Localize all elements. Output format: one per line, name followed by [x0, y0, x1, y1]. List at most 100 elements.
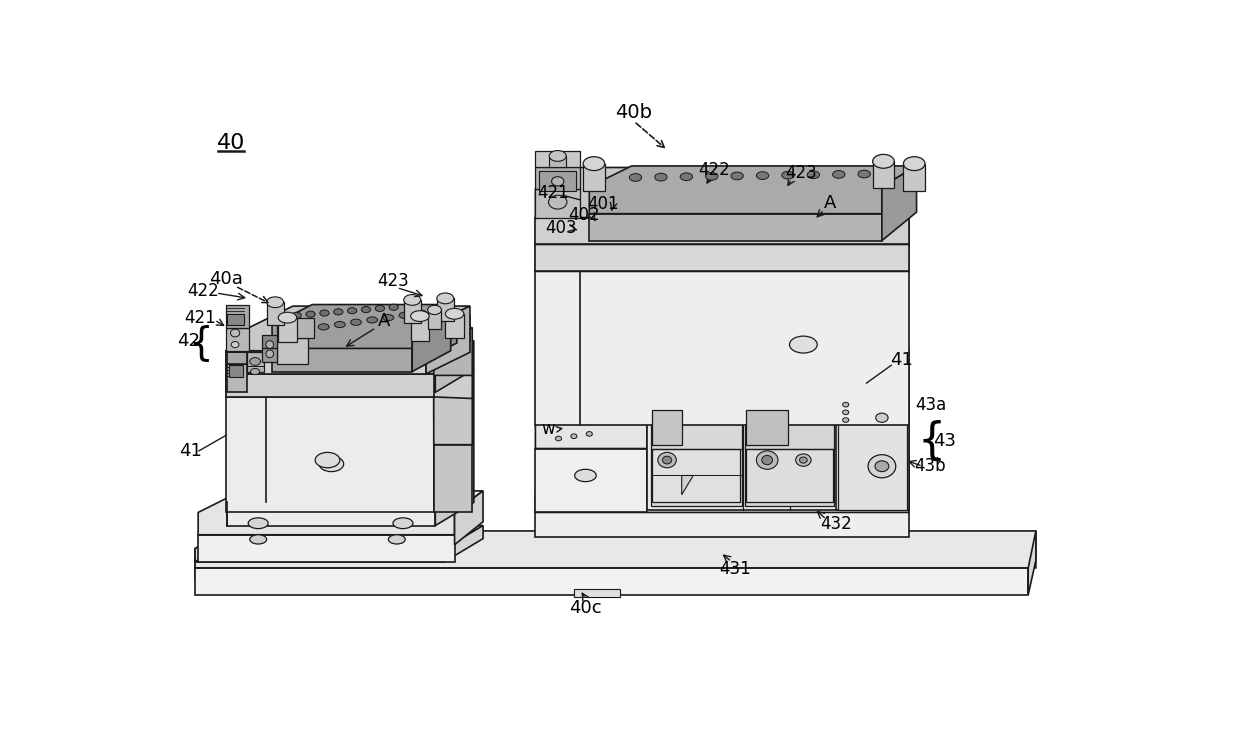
Ellipse shape: [756, 172, 769, 179]
Text: 40b: 40b: [615, 103, 652, 121]
Polygon shape: [198, 535, 455, 562]
Polygon shape: [227, 352, 247, 364]
Ellipse shape: [807, 171, 820, 179]
Polygon shape: [278, 318, 456, 339]
Ellipse shape: [265, 350, 274, 357]
Polygon shape: [589, 213, 882, 241]
Polygon shape: [539, 171, 577, 191]
Ellipse shape: [875, 413, 888, 422]
Polygon shape: [278, 317, 296, 342]
Polygon shape: [746, 449, 832, 502]
Polygon shape: [412, 305, 450, 372]
Polygon shape: [278, 339, 309, 364]
Ellipse shape: [548, 195, 567, 209]
Ellipse shape: [706, 173, 718, 180]
Ellipse shape: [583, 157, 605, 170]
Ellipse shape: [436, 293, 454, 304]
Polygon shape: [583, 164, 605, 191]
Ellipse shape: [393, 518, 413, 529]
Polygon shape: [536, 197, 909, 244]
Polygon shape: [574, 590, 620, 597]
Ellipse shape: [843, 418, 849, 422]
Ellipse shape: [320, 310, 329, 316]
Polygon shape: [434, 351, 472, 421]
Polygon shape: [195, 526, 233, 562]
Polygon shape: [647, 403, 686, 469]
Polygon shape: [226, 374, 434, 397]
Ellipse shape: [399, 312, 410, 318]
Ellipse shape: [293, 312, 301, 318]
Ellipse shape: [800, 457, 807, 463]
Ellipse shape: [630, 173, 641, 182]
Ellipse shape: [761, 455, 773, 464]
Polygon shape: [435, 369, 474, 526]
Polygon shape: [229, 366, 243, 377]
Polygon shape: [195, 526, 484, 549]
Ellipse shape: [231, 329, 239, 337]
Polygon shape: [227, 392, 435, 526]
Ellipse shape: [335, 321, 345, 328]
Polygon shape: [262, 336, 278, 348]
Text: 421: 421: [185, 308, 216, 326]
Text: 43: 43: [934, 432, 956, 450]
Ellipse shape: [873, 155, 894, 168]
Text: A: A: [825, 194, 837, 212]
Polygon shape: [444, 526, 484, 562]
Polygon shape: [227, 341, 474, 364]
Polygon shape: [745, 403, 835, 506]
Ellipse shape: [556, 437, 562, 441]
Polygon shape: [536, 403, 686, 449]
Polygon shape: [410, 316, 429, 341]
Polygon shape: [536, 223, 580, 268]
Ellipse shape: [570, 434, 577, 439]
Polygon shape: [873, 161, 894, 188]
Ellipse shape: [231, 342, 239, 348]
Polygon shape: [647, 394, 909, 510]
Polygon shape: [536, 189, 580, 218]
Ellipse shape: [552, 176, 564, 186]
Polygon shape: [536, 513, 909, 537]
Polygon shape: [226, 328, 249, 351]
Ellipse shape: [376, 305, 384, 311]
Text: 40: 40: [217, 133, 246, 153]
Polygon shape: [536, 151, 580, 167]
Ellipse shape: [858, 170, 870, 178]
Polygon shape: [427, 306, 470, 374]
Polygon shape: [420, 318, 456, 361]
Ellipse shape: [843, 410, 849, 415]
Polygon shape: [272, 305, 450, 348]
Text: {: {: [918, 419, 946, 462]
Polygon shape: [652, 449, 740, 502]
Polygon shape: [536, 271, 909, 425]
Polygon shape: [536, 223, 909, 271]
Ellipse shape: [347, 308, 357, 314]
Polygon shape: [278, 318, 315, 339]
Ellipse shape: [361, 306, 371, 313]
Ellipse shape: [404, 295, 420, 305]
Ellipse shape: [658, 452, 676, 467]
Polygon shape: [226, 397, 434, 513]
Polygon shape: [198, 491, 484, 535]
Ellipse shape: [388, 535, 405, 544]
Text: 401: 401: [588, 195, 619, 213]
Polygon shape: [682, 476, 693, 495]
Ellipse shape: [249, 357, 260, 366]
Text: 422: 422: [698, 161, 730, 179]
Ellipse shape: [796, 454, 811, 466]
Polygon shape: [227, 314, 244, 325]
Polygon shape: [262, 315, 470, 337]
Ellipse shape: [904, 157, 925, 170]
Ellipse shape: [389, 304, 398, 311]
Polygon shape: [652, 410, 682, 445]
Text: 41: 41: [890, 351, 913, 369]
Ellipse shape: [790, 336, 817, 353]
Ellipse shape: [306, 311, 315, 317]
Polygon shape: [404, 300, 420, 323]
Polygon shape: [455, 491, 484, 545]
Text: 423: 423: [377, 272, 409, 290]
Polygon shape: [436, 299, 454, 321]
Polygon shape: [195, 531, 1035, 568]
Ellipse shape: [319, 456, 343, 472]
Polygon shape: [195, 568, 1028, 595]
Polygon shape: [536, 244, 909, 271]
